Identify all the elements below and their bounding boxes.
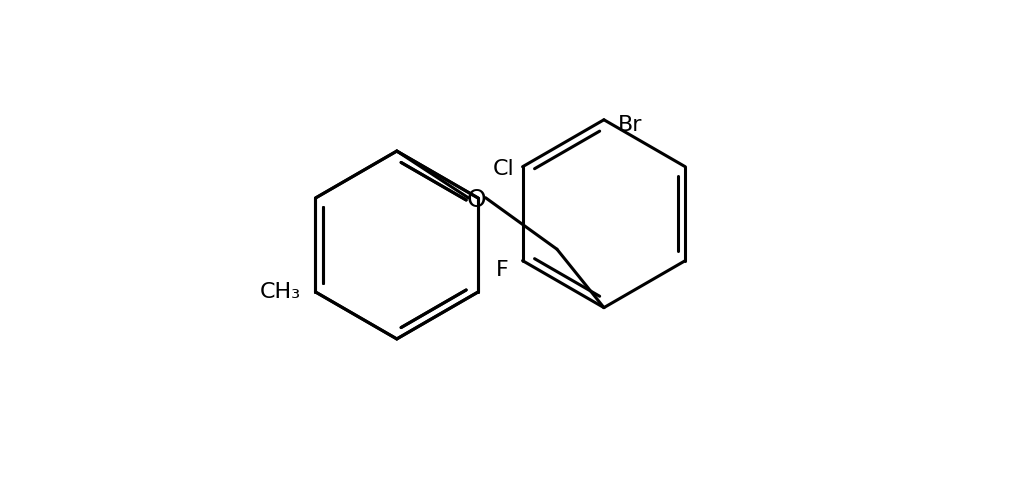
- Text: CH₃: CH₃: [260, 282, 301, 302]
- Text: O: O: [467, 188, 486, 212]
- Text: Cl: Cl: [492, 159, 514, 179]
- Text: F: F: [495, 260, 507, 280]
- Text: Br: Br: [618, 115, 642, 135]
